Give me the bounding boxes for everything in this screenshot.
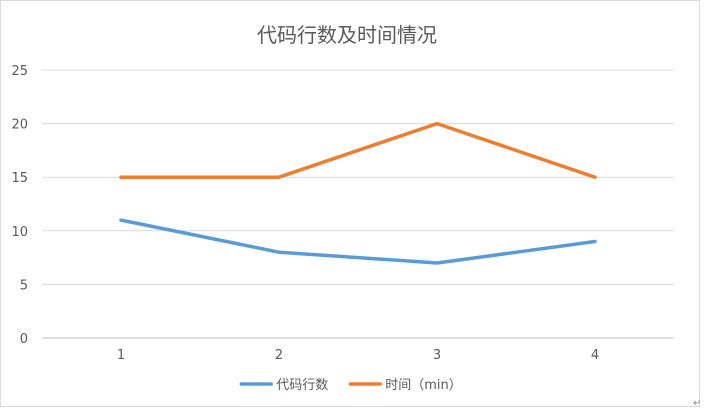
chart-border [0,0,700,407]
data-point [593,240,597,244]
paragraph-mark: ↵ [693,398,702,409]
data-point [119,175,123,179]
legend: 代码行数 时间（min） [239,378,462,393]
chart-frame: 代码行数及时间情况 0 5 10 15 20 25 1 2 3 4 代码行数 时间（min） [0,0,700,407]
x-tick-label: 2 [275,348,283,363]
y-tick-label: 15 [11,171,28,186]
y-tick-label: 20 [11,118,28,133]
data-point [277,175,281,179]
legend-label: 时间（min） [385,378,462,393]
series-line-2 [119,121,597,179]
line-chart: 代码行数及时间情况 0 5 10 15 20 25 1 2 3 4 代码行数 时间（min） [0,0,700,407]
legend-label: 代码行数 [276,378,328,393]
data-point [435,261,439,265]
data-point [277,250,281,254]
series-line-1 [119,218,597,265]
x-axis-tick-labels: 1 2 3 4 [117,348,599,363]
x-tick-label: 1 [117,348,125,363]
y-tick-label: 25 [11,64,28,79]
y-tick-label: 0 [20,332,28,347]
data-point [119,218,123,222]
series-lines [119,121,597,265]
x-tick-label: 3 [433,348,441,363]
y-tick-label: 5 [20,278,28,293]
y-tick-label: 10 [11,225,28,240]
data-point [593,175,597,179]
x-tick-label: 4 [591,348,599,363]
data-point [435,122,439,126]
chart-title: 代码行数及时间情况 [257,23,437,47]
y-axis-tick-labels: 0 5 10 15 20 25 [11,64,28,347]
